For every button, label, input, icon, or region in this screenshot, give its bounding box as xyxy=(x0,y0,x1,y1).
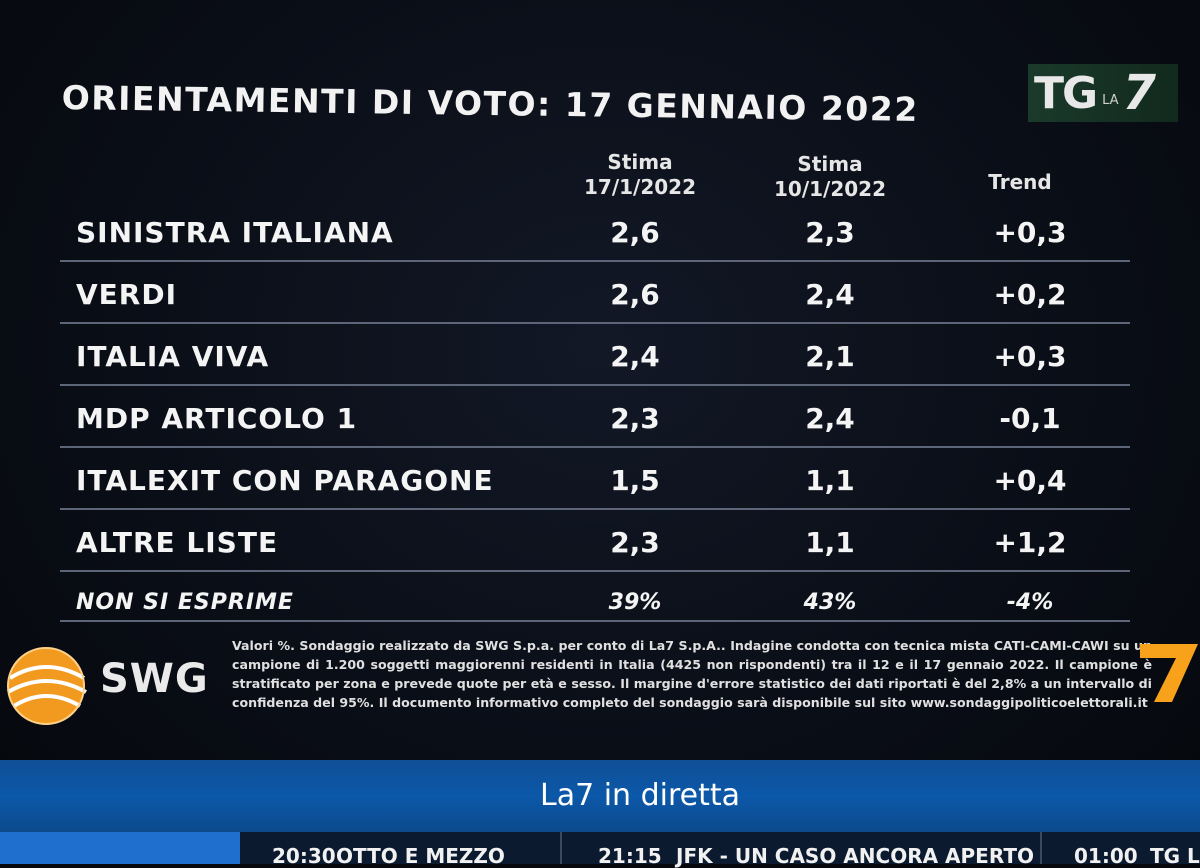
trend-value: +0,4 xyxy=(993,464,1067,497)
estimate-17: 39% xyxy=(608,590,662,615)
row-divider xyxy=(60,570,1130,572)
live-banner xyxy=(0,760,1200,832)
trend-value: +0,3 xyxy=(993,340,1067,373)
column-header-stima-10: Stima 10/1/2022 xyxy=(750,152,910,202)
row-divider xyxy=(60,620,1130,622)
ticker-live-block xyxy=(0,832,240,864)
la7-logo-icon xyxy=(1140,644,1198,702)
estimate-10: 2,1 xyxy=(805,340,855,373)
swg-logo-text: SWG xyxy=(100,656,209,702)
table-row: ALTRE LISTE 2,3 1,1 +1,2 xyxy=(60,512,1130,572)
column-header-line: Stima xyxy=(797,152,863,176)
estimate-10: 2,4 xyxy=(805,278,855,311)
ticker-divider xyxy=(1040,832,1042,864)
party-name: MDP ARTICOLO 1 xyxy=(76,402,358,435)
ticker-divider xyxy=(560,832,562,864)
party-name: ALTRE LISTE xyxy=(76,526,279,559)
row-divider xyxy=(60,508,1130,510)
column-header-trend: Trend xyxy=(960,170,1080,195)
table-row: ITALEXIT CON PARAGONE 1,5 1,1 +0,4 xyxy=(60,450,1130,510)
estimate-10: 2,4 xyxy=(805,402,855,435)
estimate-17: 2,4 xyxy=(610,340,660,373)
trend-value: +0,3 xyxy=(993,216,1067,249)
seven-logo-text: 7 xyxy=(1122,65,1156,121)
party-name: NON SI ESPRIME xyxy=(76,590,294,615)
ticker-time: 01:00 xyxy=(1074,844,1138,868)
tg-la7-logo: TG LA 7 xyxy=(1028,64,1178,122)
swg-globe-icon xyxy=(6,647,87,725)
ticker-time: 21:15 xyxy=(598,844,662,868)
estimate-10: 1,1 xyxy=(805,464,855,497)
column-header-line: Trend xyxy=(988,170,1052,194)
ticker-show: JFK - UN CASO ANCORA APERTO xyxy=(676,844,1034,868)
row-divider xyxy=(60,384,1130,386)
ticker-show: TG L xyxy=(1150,844,1200,868)
estimate-10: 2,3 xyxy=(805,216,855,249)
estimate-17: 1,5 xyxy=(610,464,660,497)
schedule-ticker: 20:30 OTTO E MEZZO 21:15 JFK - UN CASO A… xyxy=(0,832,1200,868)
estimate-10: 43% xyxy=(803,590,857,615)
row-divider xyxy=(60,446,1130,448)
column-header-line: Stima xyxy=(607,150,673,174)
table-row: ITALIA VIVA 2,4 2,1 +0,3 xyxy=(60,326,1130,386)
party-name: ITALEXIT CON PARAGONE xyxy=(76,464,494,497)
ticker-show: OTTO E MEZZO xyxy=(336,844,505,868)
ticker-time: 20:30 xyxy=(272,844,336,868)
party-name: VERDI xyxy=(76,278,178,311)
column-header-date: 10/1/2022 xyxy=(773,177,887,201)
estimate-10: 1,1 xyxy=(805,526,855,559)
column-header-stima-17: Stima 17/1/2022 xyxy=(560,150,720,200)
table-row: VERDI 2,6 2,4 +0,2 xyxy=(60,264,1130,324)
trend-value: -4% xyxy=(1006,590,1054,615)
trend-value: -0,1 xyxy=(999,402,1061,435)
methodology-note: Valori %. Sondaggio realizzato da SWG S.… xyxy=(232,638,1152,710)
trend-value: +0,2 xyxy=(993,278,1067,311)
table-row-non-si-esprime: NON SI ESPRIME 39% 43% -4% xyxy=(60,574,1130,622)
estimate-17: 2,6 xyxy=(610,216,660,249)
estimate-17: 2,3 xyxy=(610,526,660,559)
la-logo-text: LA xyxy=(1102,92,1119,108)
row-divider xyxy=(60,322,1130,324)
table-row: SINISTRA ITALIANA 2,6 2,3 +0,3 xyxy=(60,202,1130,262)
party-name: ITALIA VIVA xyxy=(76,340,270,373)
tg-logo-text: TG xyxy=(1034,67,1098,119)
row-divider xyxy=(60,260,1130,262)
column-header-date: 17/1/2022 xyxy=(583,175,697,199)
live-banner-title: La7 in diretta xyxy=(539,778,741,813)
estimate-17: 2,3 xyxy=(610,402,660,435)
trend-value: +1,2 xyxy=(993,526,1067,559)
party-name: SINISTRA ITALIANA xyxy=(76,216,394,249)
estimate-17: 2,6 xyxy=(610,278,660,311)
table-row: MDP ARTICOLO 1 2,3 2,4 -0,1 xyxy=(60,388,1130,448)
